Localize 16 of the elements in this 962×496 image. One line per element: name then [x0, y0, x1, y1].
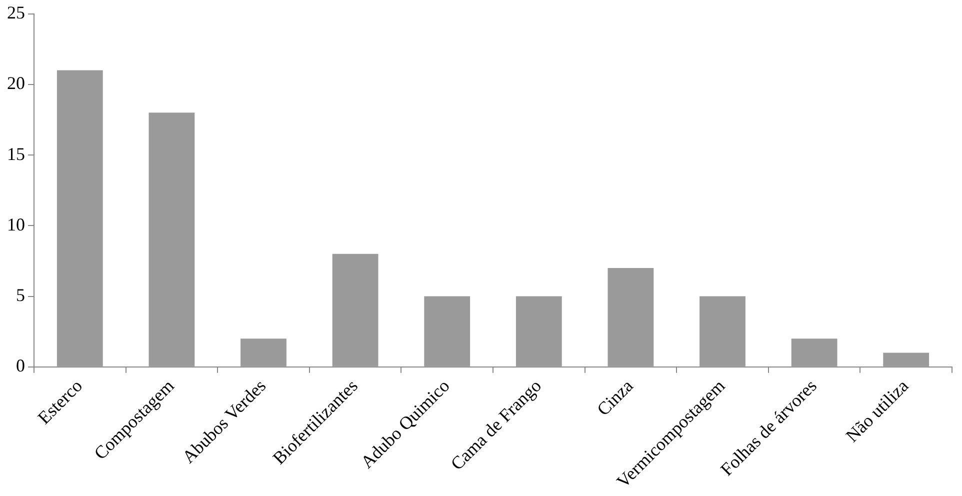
bar: [240, 338, 286, 366]
bar: [332, 254, 378, 366]
bar: [791, 338, 838, 366]
y-tick-label: 0: [16, 356, 25, 376]
bar: [424, 296, 470, 366]
y-tick-label: 15: [7, 144, 25, 164]
bar: [608, 268, 654, 366]
bar: [516, 296, 562, 366]
bar: [883, 352, 930, 366]
bar: [56, 70, 103, 366]
y-tick-label: 25: [7, 2, 25, 23]
y-tick-label: 5: [16, 285, 25, 306]
y-tick-label: 10: [7, 214, 25, 234]
bar: [700, 296, 746, 366]
bar: [148, 112, 195, 366]
y-tick-label: 20: [7, 73, 25, 94]
